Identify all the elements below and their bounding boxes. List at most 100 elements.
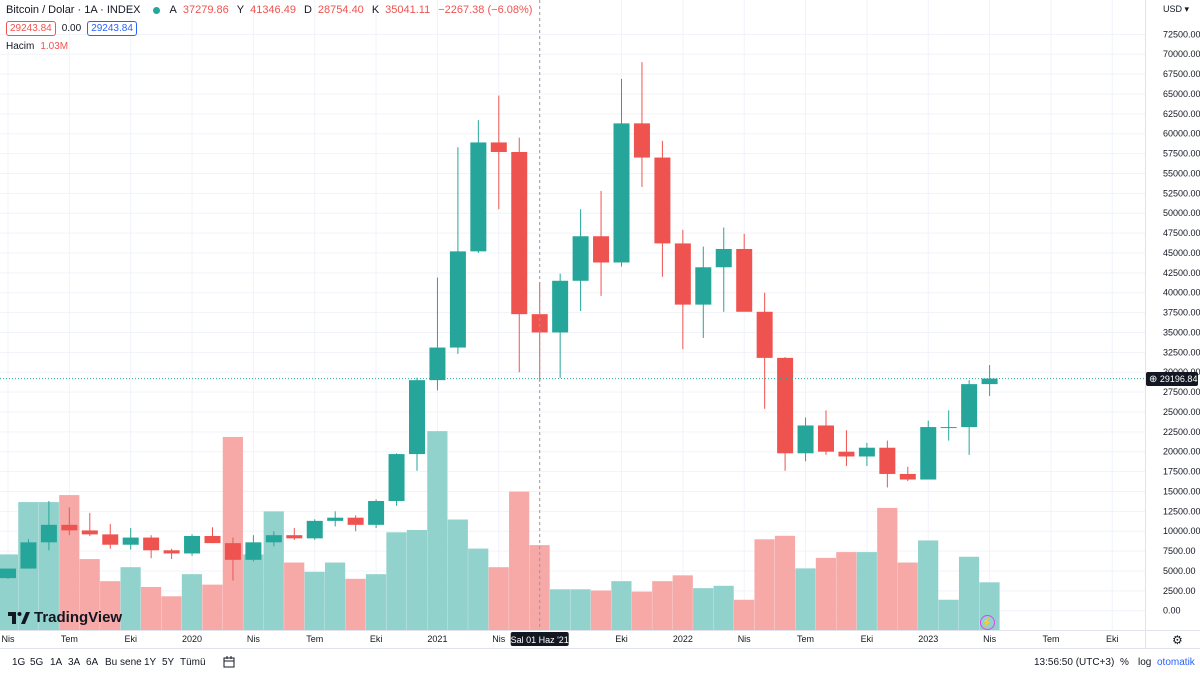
- price-axis[interactable]: 72500.00 70000.00 67500.00 65000.00 62500.00…: [1163, 29, 1200, 615]
- y-tick-label: 22500.00: [1163, 427, 1200, 437]
- volume-bar: [652, 581, 673, 630]
- volume-bar: [386, 532, 407, 630]
- volume-bar: [406, 529, 427, 630]
- volume-bar: [877, 507, 898, 630]
- y-tick-label: 45000.00: [1163, 248, 1200, 258]
- volume-bar: [672, 575, 693, 630]
- candle-body: [777, 357, 794, 454]
- x-tick-label: Tem: [1042, 634, 1059, 644]
- spread-value: 0.00: [61, 23, 82, 34]
- candle-body: [20, 542, 37, 569]
- candle-body: [674, 243, 691, 305]
- range-button[interactable]: 1A: [50, 657, 63, 668]
- x-axis: Nis Tem Eki 2020 Nis Tem Eki 2021 Nis Eki 2022 Nis T…: [2, 634, 1119, 644]
- candle-body: [143, 537, 160, 551]
- low-label: D: [303, 4, 312, 16]
- volume-bar: [856, 552, 877, 630]
- x-tick-label: Tem: [61, 634, 78, 644]
- candle-body: [838, 451, 855, 457]
- high-value: 41346.49: [250, 4, 296, 16]
- candle-body: [511, 151, 528, 315]
- volume-legend[interactable]: Hacim 1.03M: [6, 41, 68, 52]
- range-button[interactable]: 6A: [86, 657, 99, 668]
- y-tick-label: 5000.00: [1163, 566, 1196, 576]
- log-toggle[interactable]: log: [1138, 657, 1152, 668]
- candle-body: [613, 123, 630, 263]
- volume-bar: [79, 559, 100, 630]
- trade-row: 29243.84 0.00 29243.84: [6, 21, 137, 36]
- legend-header: Bitcoin / Dolar · 1A · INDEX A 37279.86 Y…: [6, 4, 534, 16]
- candle-body: [899, 473, 916, 480]
- currency-selector[interactable]: USD ▾: [1163, 4, 1190, 14]
- volume-bar: [100, 581, 121, 630]
- percent-toggle[interactable]: %: [1120, 657, 1129, 668]
- candle-body: [122, 537, 139, 545]
- candle-body: [940, 427, 957, 429]
- candle-body: [81, 530, 98, 535]
- volume-bar: [345, 578, 366, 630]
- volume-bar: [795, 568, 816, 630]
- volume-bar: [427, 431, 448, 630]
- chart-area[interactable]: Nis Tem Eki 2020 Nis Tem Eki 2021 Nis Eki 2022 Nis T…: [0, 0, 1200, 648]
- volume-bar: [611, 581, 632, 630]
- y-tick-label: 32500.00: [1163, 347, 1200, 357]
- range-button[interactable]: 1G: [12, 657, 26, 668]
- open-label: A: [169, 4, 177, 16]
- low-value: 28754.40: [317, 4, 364, 16]
- y-tick-label: 20000.00: [1163, 447, 1200, 457]
- volume-bar: [120, 567, 141, 630]
- candle-body: [818, 425, 834, 452]
- gear-icon[interactable]: ⚙: [1172, 633, 1183, 647]
- symbol-title[interactable]: Bitcoin / Dolar · 1A · INDEX: [6, 4, 141, 16]
- volume-value: 1.03M: [40, 41, 69, 52]
- volume-bar: [958, 556, 980, 630]
- candle-body: [695, 267, 712, 305]
- candle-body: [593, 236, 610, 263]
- volume-bar: [713, 585, 734, 630]
- candle-body: [388, 454, 405, 501]
- range-button[interactable]: 3A: [68, 657, 81, 668]
- y-tick-label: 2500.00: [1163, 586, 1196, 596]
- y-tick-label: 52500.00: [1163, 188, 1200, 198]
- range-button[interactable]: 5G: [30, 657, 44, 668]
- auto-toggle[interactable]: otomatik: [1157, 657, 1195, 668]
- plus-icon[interactable]: ⊕: [1149, 374, 1158, 385]
- crosshair-date-label: Sal 01 Haz '21: [511, 635, 569, 645]
- candle-body: [204, 535, 221, 544]
- buy-button[interactable]: 29243.84: [87, 21, 137, 36]
- candle-body: [797, 425, 814, 454]
- range-button[interactable]: 1Y: [144, 657, 157, 668]
- volume-bar: [590, 590, 612, 630]
- volume-bar: [570, 589, 591, 630]
- candle-body: [449, 251, 466, 348]
- volume-bar: [284, 562, 305, 630]
- range-button[interactable]: 5Y: [162, 657, 175, 668]
- volume-bar: [509, 491, 530, 630]
- lightning-icon[interactable]: ⚡: [980, 615, 995, 630]
- last-price-value: 29196.84: [1159, 374, 1198, 384]
- calendar-icon[interactable]: [223, 656, 235, 668]
- candle-body: [654, 157, 671, 244]
- sell-button[interactable]: 29243.84: [6, 21, 56, 36]
- candles: [0, 62, 998, 581]
- range-button[interactable]: Bu sene: [105, 657, 142, 668]
- range-button[interactable]: Tümü: [180, 657, 206, 668]
- candle-body: [715, 248, 732, 268]
- candle-body: [920, 427, 937, 480]
- x-tick-label: 2020: [182, 634, 202, 644]
- y-tick-label: 25000.00: [1163, 407, 1200, 417]
- volume-bar: [897, 562, 918, 630]
- y-tick-label: 15000.00: [1163, 486, 1200, 496]
- volume-bar: [140, 586, 162, 630]
- close-label: K: [371, 4, 380, 16]
- x-tick-label: 2022: [673, 634, 693, 644]
- open-value: 37279.86: [182, 4, 229, 16]
- clock-time[interactable]: 13:56:50 (UTC+3): [1034, 657, 1115, 668]
- y-tick-label: 40000.00: [1163, 288, 1200, 298]
- volume-bar: [263, 511, 284, 630]
- market-open-icon: [152, 6, 160, 14]
- x-tick-label: Nis: [738, 634, 751, 644]
- candle-body: [102, 534, 119, 545]
- candle-body: [286, 535, 303, 539]
- tradingview-logo-icon: [8, 611, 30, 624]
